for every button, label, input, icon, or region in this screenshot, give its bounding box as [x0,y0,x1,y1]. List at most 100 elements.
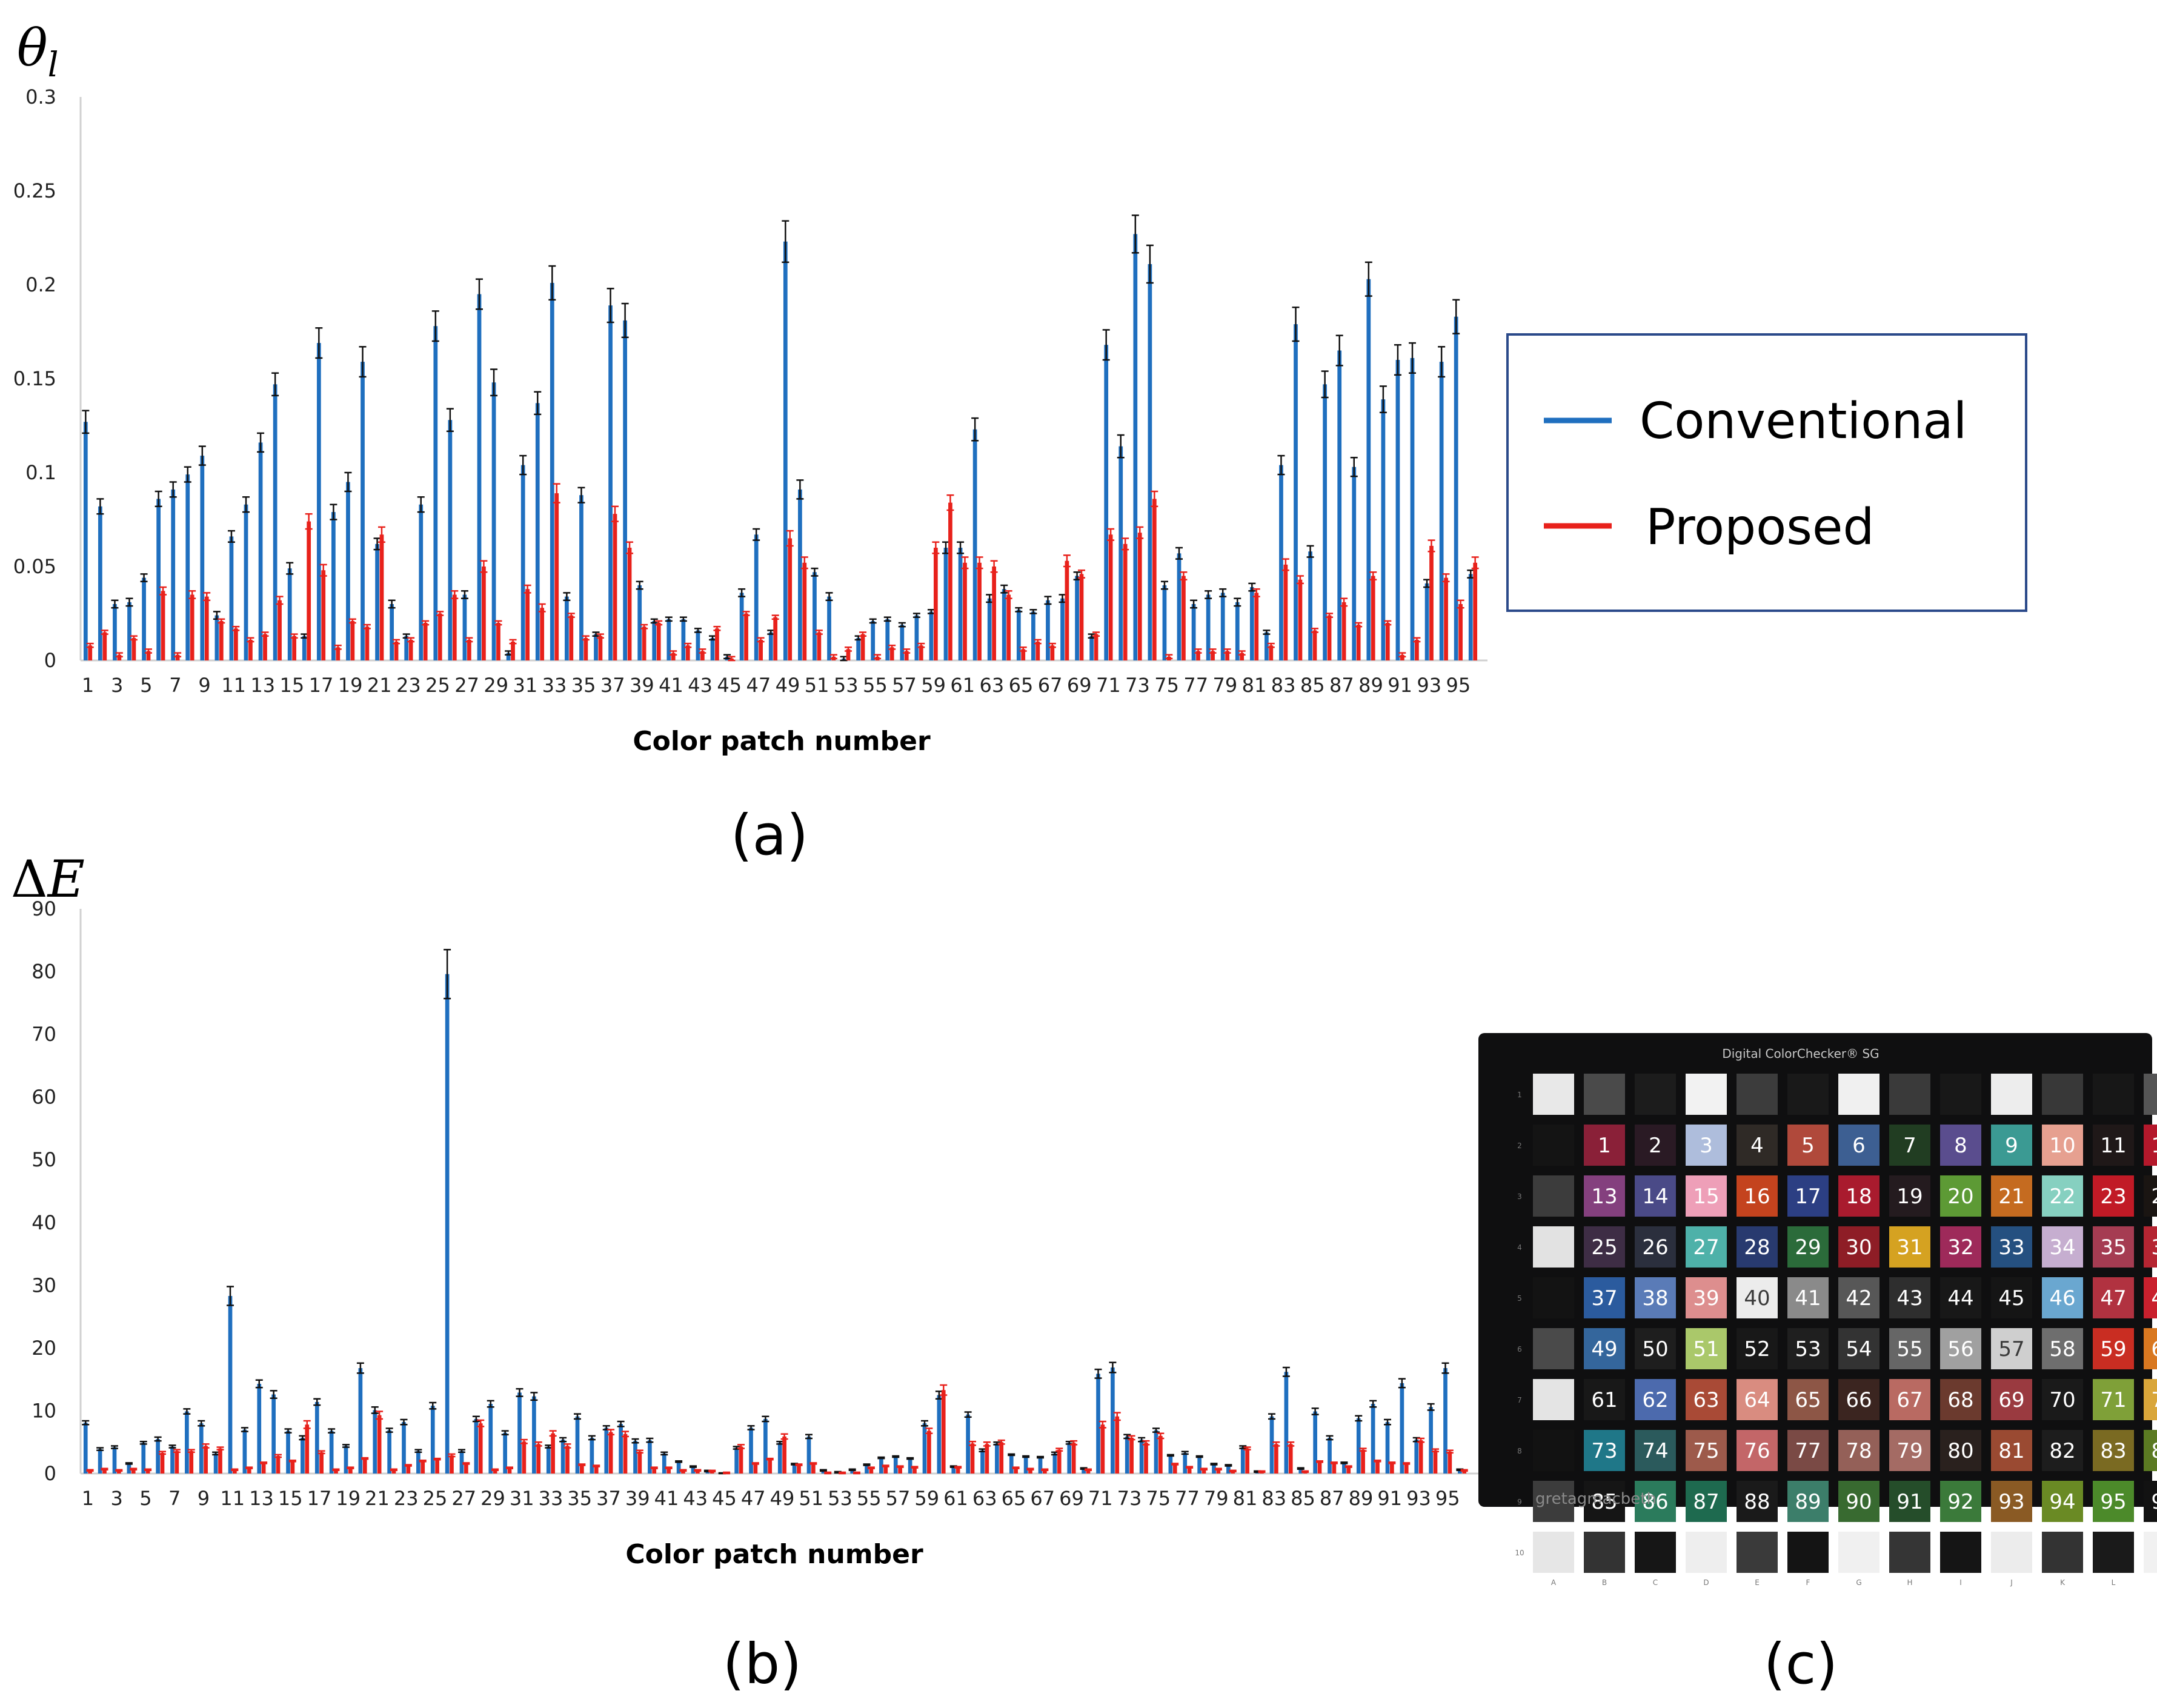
patch-number: 65 [1795,1388,1821,1412]
bar-proposed-81 [1254,593,1259,660]
x-tick-label: 59 [921,674,946,697]
bar-conventional-7 [170,1446,174,1474]
error-bar-conventional-65 [1015,606,1023,613]
bar-conventional-31 [520,465,525,660]
bar-conventional-25 [433,326,438,660]
bar-conventional-35 [579,495,583,660]
gray-patch [2093,1532,2134,1573]
bar-proposed-70 [1094,634,1098,660]
bar-conventional-15 [286,1431,290,1474]
error-bar-conventional-13 [257,432,265,453]
bar-proposed-27 [467,639,471,660]
error-bar-conventional-43 [690,1465,697,1468]
bar-conventional-92 [1410,357,1415,660]
patch-number: 49 [1591,1337,1617,1361]
bar-proposed-2 [102,632,107,660]
bar-proposed-66 [1035,642,1040,660]
bar-conventional-40 [648,1440,652,1474]
error-bar-conventional-22 [385,1427,393,1433]
error-bar-proposed-21 [376,1411,384,1420]
x-tick-label: 27 [454,674,479,697]
patch-number: 74 [1642,1439,1668,1463]
patch-number: 79 [1896,1439,1923,1463]
x-tick-label: 15 [278,1487,303,1510]
chart-a: θl 00.050.10.150.20.250.3 1 3 5 7 9 11 13 15 17 1… [13,18,2027,868]
x-tick-label: 67 [1038,674,1063,697]
color-patch-54 [1838,1328,1879,1369]
color-patch-73 [1584,1430,1625,1471]
bar-conventional-79 [1212,1464,1216,1474]
color-patch-68 [1940,1379,1981,1420]
bar-conventional-26 [448,420,453,660]
bar-proposed-57 [898,1466,902,1474]
error-bar-proposed-55 [874,654,882,660]
error-bar-conventional-86 [1311,1407,1319,1415]
error-bar-conventional-17 [315,327,323,359]
error-bar-conventional-79 [1210,1463,1218,1466]
bar-proposed-67 [1050,645,1055,660]
bar-proposed-68 [1065,560,1069,660]
error-bar-proposed-93 [1417,1437,1425,1443]
bar-conventional-61 [951,1466,956,1474]
color-patch-36 [2144,1226,2157,1268]
bar-proposed-44 [715,628,719,660]
patch-number: 37 [1591,1286,1617,1311]
x-tick-label: 19 [338,674,363,697]
error-bar-conventional-36 [588,1435,596,1441]
bar-conventional-96 [1458,1469,1462,1474]
bar-conventional-31 [517,1392,522,1474]
bar-conventional-71 [1096,1374,1100,1474]
bar-proposed-85 [1312,630,1317,660]
x-tick-label: 73 [1117,1487,1142,1510]
error-bar-proposed-19 [347,1466,354,1469]
x-tick-label: 89 [1358,674,1383,697]
color-patch-11 [2093,1125,2134,1166]
bar-proposed-16 [307,521,311,660]
bar-proposed-30 [507,1467,512,1474]
patch-number: 35 [2100,1235,2126,1260]
error-bar-conventional-72 [1117,434,1125,459]
error-bar-conventional-57 [898,622,906,628]
error-bar-conventional-3 [111,599,119,609]
error-bar-conventional-3 [111,1445,119,1449]
gray-patch [1533,1430,1574,1471]
error-bar-proposed-81 [1243,1446,1251,1450]
bar-proposed-4 [131,1469,136,1474]
error-bar-proposed-48 [766,1457,774,1461]
error-bar-conventional-52 [825,592,833,602]
patch-number: 1 [1598,1134,1611,1158]
error-bar-conventional-25 [429,1401,437,1410]
patch-number: 51 [1693,1337,1719,1361]
bar-proposed-18 [336,647,341,660]
bar-conventional-94 [1429,1407,1433,1474]
bar-conventional-52 [827,596,831,660]
error-bar-proposed-50 [800,556,808,570]
color-patch-64 [1737,1379,1778,1420]
error-bar-conventional-34 [559,1437,567,1443]
error-bar-conventional-84 [1292,306,1300,342]
error-bar-proposed-12 [247,637,254,643]
error-bar-proposed-75 [1165,654,1173,660]
error-bar-conventional-56 [883,616,891,622]
error-bar-proposed-82 [1267,642,1275,648]
patch-number: 92 [1947,1490,1973,1514]
x-tick-label: 47 [741,1487,766,1510]
bar-proposed-61 [956,1467,960,1474]
error-bar-conventional-42 [675,1460,683,1463]
bar-proposed-60 [941,1390,946,1474]
error-bar-proposed-90 [1384,620,1392,626]
bar-proposed-92 [1404,1463,1409,1474]
bar-conventional-10 [214,615,219,660]
patch-number: 28 [1744,1235,1770,1260]
error-bar-conventional-12 [242,496,250,513]
x-tick-label: 59 [914,1487,939,1510]
bar-conventional-79 [1220,593,1225,660]
patch-number: 27 [1693,1235,1719,1260]
patch-number: 44 [1947,1286,1973,1311]
error-bar-proposed-24 [422,620,430,626]
column-marker: E [1755,1578,1760,1587]
bar-conventional-1 [83,1423,88,1474]
color-patch-29 [1787,1226,1829,1268]
bar-conventional-38 [623,320,628,660]
